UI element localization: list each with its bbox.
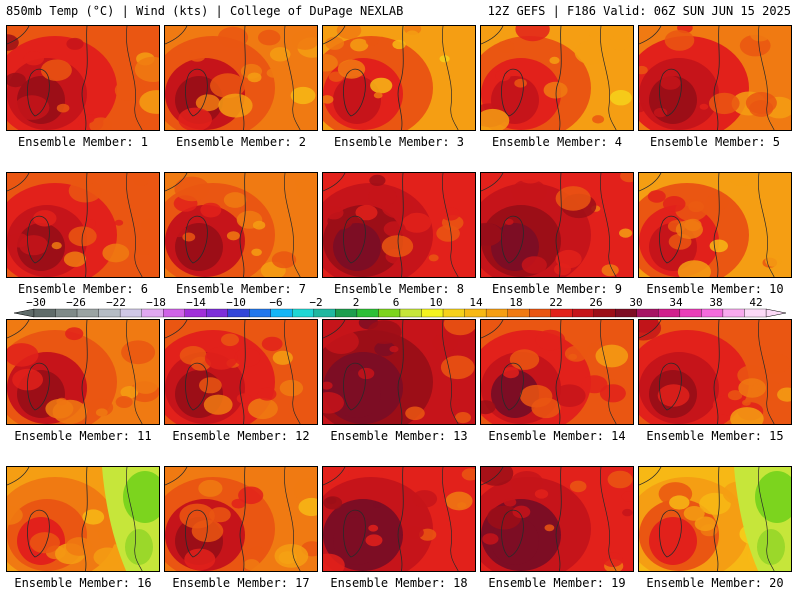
ensemble-member-map <box>164 25 318 131</box>
ensemble-member-label: Ensemble Member: 13 <box>330 429 468 443</box>
ensemble-member-label: Ensemble Member: 7 <box>175 282 307 296</box>
colorbar-segment <box>615 308 637 318</box>
ensemble-member-map <box>6 172 160 278</box>
colorbar-segment <box>227 308 250 318</box>
colorbar-tick-label: 10 <box>429 297 442 309</box>
ensemble-member-map <box>480 25 634 131</box>
colorbar-segment <box>270 308 293 318</box>
ensemble-member-map <box>638 172 792 278</box>
colorbar-left-arrow <box>14 308 35 318</box>
ensemble-member-label: Ensemble Member: 20 <box>646 576 784 590</box>
ensemble-member-label: Ensemble Member: 19 <box>488 576 626 590</box>
colorbar-segment <box>679 308 702 318</box>
temperature-colorbar: −30 −26 −22 −18 −14 −10 −6 −2 2 6 10 14 18 22 26 30 34 38… <box>14 297 786 318</box>
ensemble-member-label: Ensemble Member: 16 <box>14 576 152 590</box>
colorbar-segment <box>356 308 379 318</box>
colorbar-tick-label: 38 <box>709 297 722 309</box>
colorbar-segment <box>141 308 164 318</box>
ensemble-member-map <box>480 466 634 572</box>
ensemble-member-label: Ensemble Member: 2 <box>175 135 307 149</box>
ensemble-member-label: Ensemble Member: 14 <box>488 429 626 443</box>
ensemble-member-label: Ensemble Member: 8 <box>333 282 465 296</box>
colorbar-segment <box>593 308 616 318</box>
ensemble-member-map <box>164 172 318 278</box>
colorbar-segment <box>550 308 573 318</box>
colorbar-segment <box>658 308 681 318</box>
colorbar-tick-label: 18 <box>509 297 522 309</box>
colorbar-segment <box>76 308 99 318</box>
header-valid-time: 12Z GEFS | F186 Valid: 06Z SUN JUN 15 20… <box>487 4 791 18</box>
colorbar-segment <box>55 308 78 318</box>
colorbar-segment <box>313 308 336 318</box>
colorbar-segment <box>378 308 401 318</box>
ensemble-member-map <box>322 466 476 572</box>
ensemble-member-map <box>638 25 792 131</box>
colorbar-segment <box>335 308 358 318</box>
colorbar-segment <box>184 308 207 318</box>
ensemble-member-map <box>638 319 792 425</box>
colorbar-segment <box>701 308 724 318</box>
colorbar-right-arrow <box>765 308 786 318</box>
ensemble-member-label: Ensemble Member: 11 <box>14 429 152 443</box>
colorbar-tick-label: −30 <box>26 297 46 309</box>
ensemble-member-map <box>6 25 160 131</box>
colorbar-segment <box>33 308 56 318</box>
ensemble-member-label: Ensemble Member: 4 <box>491 135 623 149</box>
ensemble-member-map <box>322 172 476 278</box>
colorbar-tick-label: 42 <box>749 297 762 309</box>
colorbar-segment <box>163 308 185 318</box>
colorbar-tick-label: −2 <box>309 297 322 309</box>
colorbar-segment <box>572 308 594 318</box>
colorbar-segment <box>399 308 422 318</box>
colorbar-tick-label: 22 <box>549 297 562 309</box>
ensemble-member-label: Ensemble Member: 10 <box>646 282 784 296</box>
colorbar-tick-label: 34 <box>669 297 683 309</box>
ensemble-member-map <box>6 319 160 425</box>
ensemble-member-map <box>164 466 318 572</box>
colorbar-tick-label: 30 <box>629 297 642 309</box>
ensemble-member-map <box>480 319 634 425</box>
colorbar-segment <box>529 308 551 318</box>
colorbar-segment <box>722 308 745 318</box>
ensemble-member-label: Ensemble Member: 5 <box>649 135 781 149</box>
colorbar-tick-label: −22 <box>106 297 126 309</box>
colorbar-tick-label: 26 <box>589 297 602 309</box>
ensemble-member-map <box>480 172 634 278</box>
ensemble-member-label: Ensemble Member: 12 <box>172 429 310 443</box>
colorbar-segment <box>421 308 444 318</box>
header-title: 850mb Temp (°C) | Wind (kts) | College o… <box>6 4 404 18</box>
ensemble-member-map <box>638 466 792 572</box>
colorbar-segment <box>464 308 487 318</box>
ensemble-member-label: Ensemble Member: 15 <box>646 429 784 443</box>
colorbar-tick-label: 14 <box>469 297 483 309</box>
ensemble-member-map <box>6 466 160 572</box>
colorbar-tick-label: −6 <box>269 297 282 309</box>
ensemble-member-map <box>322 319 476 425</box>
ensemble-member-map <box>164 319 318 425</box>
colorbar-tick-label: −18 <box>146 297 166 309</box>
colorbar-tick-label: 2 <box>353 297 360 309</box>
colorbar-segment <box>507 308 530 318</box>
colorbar-tick-label: 6 <box>393 297 400 309</box>
colorbar-segment <box>119 308 142 318</box>
colorbar-tick-label: −26 <box>66 297 86 309</box>
colorbar-tick-label: −10 <box>226 297 246 309</box>
colorbar-segment <box>485 308 508 318</box>
colorbar-segment <box>292 308 315 318</box>
colorbar-tick-label: −14 <box>186 297 206 309</box>
ensemble-member-map <box>322 25 476 131</box>
ensemble-member-label: Ensemble Member: 18 <box>330 576 468 590</box>
colorbar-segment <box>636 308 659 318</box>
ensemble-member-label: Ensemble Member: 1 <box>17 135 149 149</box>
colorbar-segment <box>98 308 121 318</box>
ensemble-member-label: Ensemble Member: 6 <box>17 282 149 296</box>
ensemble-member-label: Ensemble Member: 9 <box>491 282 623 296</box>
ensemble-member-label: Ensemble Member: 3 <box>333 135 465 149</box>
colorbar-segment <box>442 308 465 318</box>
colorbar-segment <box>249 308 271 318</box>
ensemble-member-label: Ensemble Member: 17 <box>172 576 310 590</box>
colorbar-segment <box>206 308 228 318</box>
colorbar-segment <box>744 308 767 318</box>
